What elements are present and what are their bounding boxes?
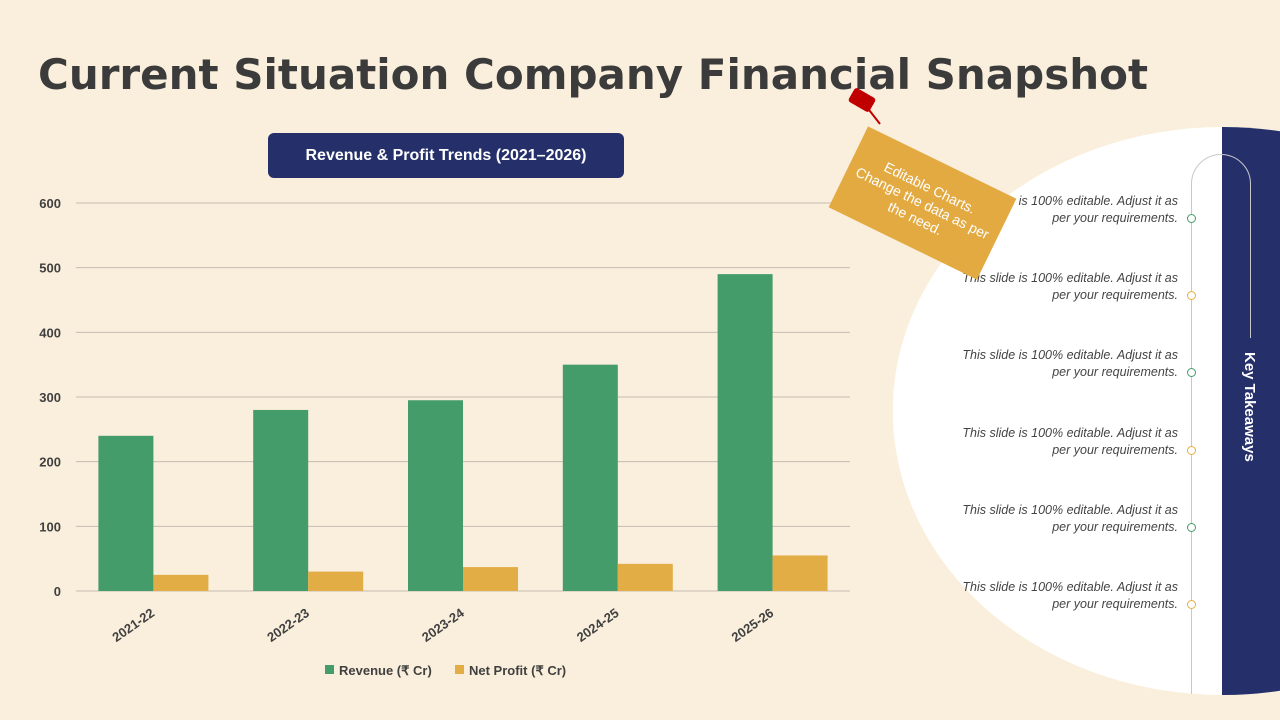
takeaway-text: This slide is 100% editable. Adjust it a…: [962, 194, 1178, 225]
timeline-dot: [1187, 600, 1196, 609]
key-takeaways-label: Key Takeaways: [1241, 352, 1258, 462]
takeaways-band: [1222, 127, 1280, 695]
takeaway-text: This slide is 100% editable. Adjust it a…: [962, 271, 1178, 303]
y-tick-label: 100: [39, 519, 61, 534]
timeline-dot: [1187, 214, 1196, 223]
timeline-dot: [1187, 368, 1196, 378]
timeline-dot: [1187, 445, 1196, 455]
takeaways-circle: [893, 127, 1280, 695]
y-tick-label: 200: [39, 455, 61, 470]
takeaway-text: This slide is 100% editable. Adjust it a…: [962, 580, 1178, 611]
y-tick-label: 400: [39, 325, 61, 340]
legend-label: Net Profit (₹ Cr): [469, 663, 566, 678]
x-tick-label: 2025-26: [729, 605, 777, 645]
bar-chart: 0 100 200 300 400 500 600 2021-22 2022-23 2023-24…: [39, 196, 850, 678]
bar-net-profit: [308, 571, 364, 591]
x-tick-label: 2021-22: [109, 605, 157, 645]
page-title: Current Situation Company Financial Snap…: [38, 50, 1149, 99]
timeline-dot: [1187, 522, 1196, 532]
legend-swatch: [455, 665, 464, 674]
takeaways-panel: [893, 127, 1280, 695]
x-tick-label: 2022-23: [264, 605, 312, 645]
bar-revenue: [562, 364, 618, 591]
y-tick-label: 0: [54, 584, 61, 599]
bar-net-profit: [153, 574, 209, 591]
takeaway-text: This slide is 100% editable. Adjust it a…: [962, 348, 1178, 380]
bar-net-profit: [463, 567, 518, 591]
x-tick-label: 2023-24: [419, 605, 467, 645]
y-tick-label: 300: [39, 390, 61, 405]
bar-net-profit: [617, 563, 673, 591]
takeaway-text: This slide is 100% editable. Adjust it a…: [962, 502, 1178, 534]
bar-revenue: [408, 400, 463, 591]
bar-net-profit: [772, 555, 828, 591]
bar-revenue: [717, 274, 773, 591]
timeline-line: [1191, 184, 1192, 694]
takeaway-text: This slide is 100% editable. Adjust it a…: [962, 425, 1178, 457]
legend-swatch: [325, 665, 334, 674]
legend-label: Revenue (₹ Cr): [339, 663, 432, 678]
timeline-line-right: [1250, 184, 1251, 338]
x-tick-label: 2024-25: [574, 605, 622, 645]
bar-revenue: [253, 409, 309, 591]
timeline-dot: [1187, 291, 1196, 301]
pushpin-icon: [848, 88, 881, 125]
y-tick-label: 600: [39, 196, 61, 211]
y-tick-label: 500: [39, 261, 61, 276]
bar-revenue: [98, 435, 154, 591]
chart-title: Revenue & Profit Trends (2021–2026): [268, 133, 624, 178]
